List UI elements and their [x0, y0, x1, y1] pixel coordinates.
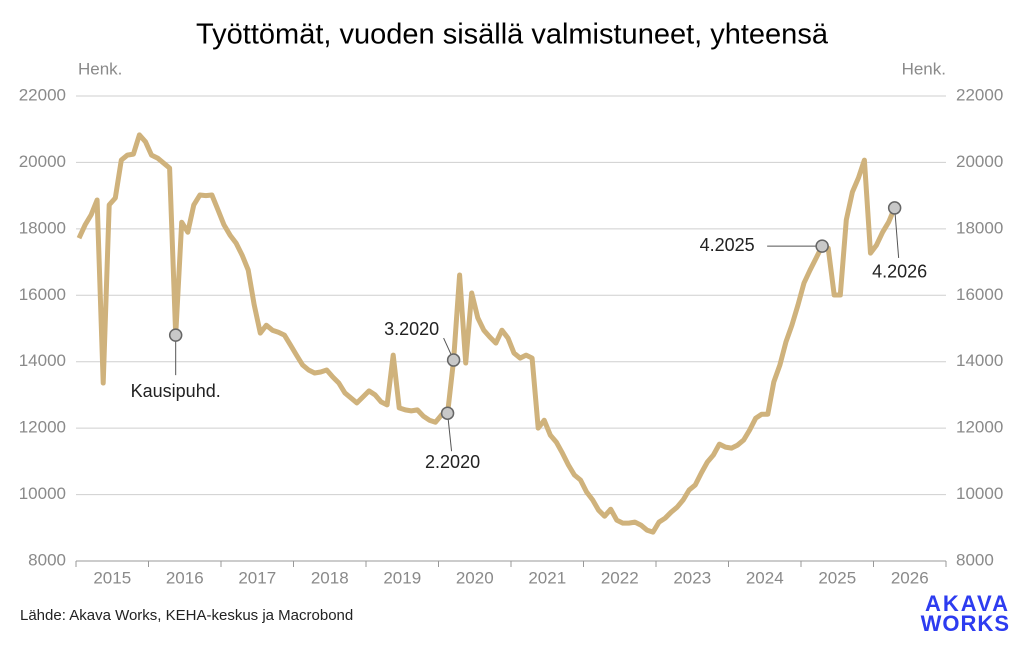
x-tick-label: 2022 [601, 568, 639, 587]
annotation-point [440, 406, 455, 420]
y-tick-label: 18000 [19, 218, 66, 237]
y-tick-label: 8000 [28, 550, 66, 569]
x-tick-label: 2015 [93, 568, 131, 587]
y2-tick-label: 8000 [956, 550, 994, 569]
y2-tick-label: 14000 [956, 351, 1003, 370]
x-tick-label: 2016 [166, 568, 204, 587]
source: Lähde: Akava Works, KEHA-keskus ja Macro… [20, 607, 353, 624]
annotation-label: 2.2020 [425, 452, 480, 472]
x-tick-label: 2020 [456, 568, 494, 587]
y2-tick-label: 16000 [956, 285, 1003, 304]
y2-tick-label: 10000 [956, 484, 1003, 503]
y2-tick-label: 22000 [956, 85, 1003, 104]
y2-tick-label: 18000 [956, 218, 1003, 237]
annotation-label: 4.2026 [872, 262, 927, 282]
y2-tick-label: 20000 [956, 152, 1003, 171]
y-tick-label: 10000 [19, 484, 66, 503]
annotation-point [815, 239, 829, 253]
x-tick-label: 2019 [383, 568, 421, 587]
x-tick-label: 2017 [238, 568, 276, 587]
x-tick-label: 2024 [746, 568, 784, 587]
annotation-point [168, 328, 183, 342]
logo: WORKS [921, 611, 1010, 636]
y-tick-label: 14000 [19, 351, 66, 370]
x-tick-label: 2025 [818, 568, 856, 587]
y2-axis-label: Henk. [902, 59, 946, 78]
annotation-label: 3.2020 [384, 319, 439, 339]
annotation-point [446, 353, 461, 367]
x-tick-label: 2021 [528, 568, 566, 587]
annotation-label: Kausipuhd. [131, 381, 221, 401]
annotation-leader [894, 207, 900, 258]
x-tick-label: 2026 [891, 568, 929, 587]
y-tick-label: 12000 [19, 418, 66, 437]
logo: AKAVA [925, 591, 1010, 616]
annotation-label: 4.2025 [700, 235, 755, 255]
x-tick-label: 2023 [673, 568, 711, 587]
y2-tick-label: 12000 [956, 418, 1003, 437]
y-tick-label: 22000 [19, 85, 66, 104]
annotation-point [887, 201, 902, 215]
y-axis-label: Henk. [78, 59, 122, 78]
y-tick-label: 16000 [19, 285, 66, 304]
data-line [76, 132, 897, 535]
x-tick-label: 2018 [311, 568, 349, 587]
y-tick-label: 20000 [19, 152, 66, 171]
chart-title: Työttömät, vuoden sisällä valmistuneet, … [196, 19, 829, 51]
